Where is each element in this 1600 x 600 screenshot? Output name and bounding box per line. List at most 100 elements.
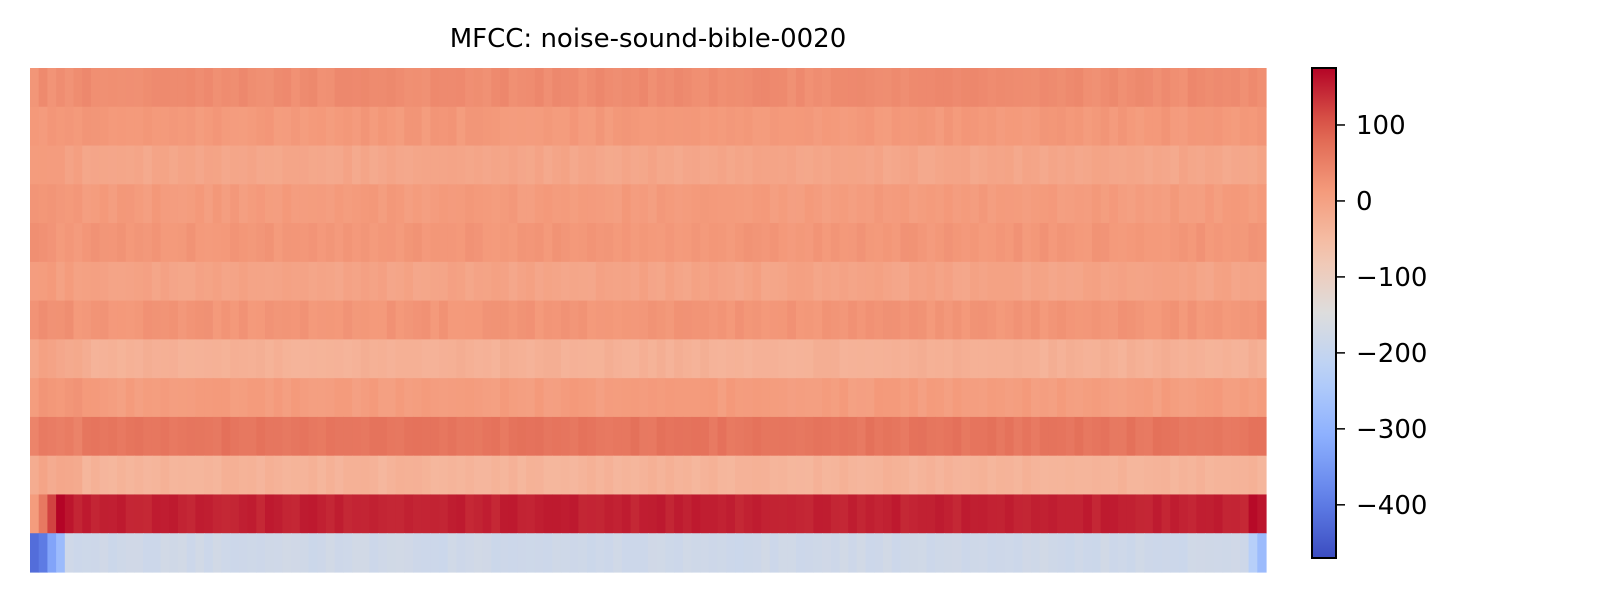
heatmap-cell: [909, 494, 919, 534]
heatmap-cell: [291, 339, 301, 379]
heatmap-cell: [1065, 533, 1076, 573]
heatmap-cell: [73, 416, 83, 457]
heatmap-cell: [830, 300, 841, 340]
heatmap-cell: [848, 68, 858, 108]
heatmap-cell: [813, 455, 823, 496]
heatmap-cell: [569, 184, 579, 224]
heatmap-cell: [500, 339, 510, 379]
heatmap-cell: [856, 378, 867, 418]
heatmap-cell: [952, 106, 962, 147]
heatmap-cell: [795, 223, 806, 263]
heatmap-cell: [943, 145, 954, 185]
heatmap-cell: [195, 455, 205, 496]
heatmap-cell: [30, 223, 40, 263]
heatmap-cell: [1187, 106, 1197, 147]
heatmap-cell: [822, 300, 832, 340]
heatmap-cell: [883, 533, 893, 573]
heatmap-cell: [1152, 416, 1163, 457]
heatmap-cell: [1030, 378, 1041, 418]
heatmap-cell: [552, 184, 562, 224]
heatmap-cell: [299, 339, 310, 379]
heatmap-cell: [369, 223, 379, 263]
heatmap-cell: [177, 68, 188, 108]
heatmap-cell: [595, 300, 606, 340]
heatmap-cell: [1178, 455, 1189, 496]
heatmap-cell: [848, 223, 858, 263]
heatmap-cell: [769, 261, 780, 302]
heatmap-cell: [1030, 339, 1041, 379]
heatmap-cell: [552, 378, 562, 418]
heatmap-cell: [1196, 339, 1206, 379]
heatmap-cell: [195, 339, 205, 379]
heatmap-cell: [90, 261, 101, 302]
heatmap-cell: [482, 416, 492, 457]
heatmap-cell: [1257, 184, 1267, 224]
heatmap-cell: [169, 261, 179, 302]
heatmap-cell: [500, 145, 510, 185]
heatmap-cell: [56, 184, 66, 224]
heatmap-cell: [1083, 223, 1093, 263]
heatmap-cell: [717, 533, 727, 573]
heatmap-cell: [743, 300, 754, 340]
heatmap-cell: [64, 455, 75, 496]
heatmap-cell: [865, 145, 875, 185]
heatmap-cell: [708, 300, 719, 340]
heatmap-cell: [543, 106, 553, 147]
heatmap-cell: [125, 184, 136, 224]
heatmap-cell: [221, 378, 231, 418]
heatmap-cell: [30, 378, 40, 418]
heatmap-cell: [534, 145, 545, 185]
heatmap-cell: [151, 378, 162, 418]
heatmap-cell: [317, 261, 327, 302]
heatmap-cell: [700, 416, 710, 457]
heatmap-cell: [482, 533, 492, 573]
heatmap-cell: [473, 455, 484, 496]
heatmap-cell: [761, 106, 771, 147]
heatmap-cell: [1161, 68, 1171, 108]
heatmap-cell: [595, 261, 606, 302]
heatmap-cell: [804, 261, 814, 302]
heatmap-cell: [1065, 494, 1076, 534]
heatmap-cell: [1170, 533, 1180, 573]
heatmap-cell: [987, 339, 997, 379]
heatmap-cell: [595, 339, 606, 379]
heatmap-cell: [804, 184, 814, 224]
heatmap-cell: [1083, 106, 1093, 147]
colorbar-tick-label: −400: [1356, 491, 1427, 521]
heatmap-cell: [961, 455, 971, 496]
heatmap-cell: [334, 145, 344, 185]
heatmap-cell: [204, 106, 214, 147]
heatmap-cell: [1083, 261, 1093, 302]
heatmap-cell: [813, 68, 823, 108]
heatmap-cell: [56, 300, 66, 340]
heatmap-cell: [578, 106, 588, 147]
heatmap-cell: [169, 339, 179, 379]
heatmap-cell: [648, 339, 658, 379]
heatmap-cell: [230, 68, 240, 108]
heatmap-cell: [221, 184, 231, 224]
heatmap-cell: [465, 261, 475, 302]
heatmap-cell: [1004, 378, 1015, 418]
heatmap-cell: [909, 223, 919, 263]
heatmap-cell: [1091, 494, 1102, 534]
heatmap-cell: [282, 68, 292, 108]
heatmap-cell: [1187, 145, 1197, 185]
heatmap-cell: [708, 106, 719, 147]
heatmap-cell: [717, 184, 727, 224]
heatmap-cell: [621, 68, 632, 108]
heatmap-cell: [447, 184, 458, 224]
heatmap-cell: [1048, 300, 1058, 340]
heatmap-cell: [1083, 378, 1093, 418]
heatmap-cell: [769, 455, 780, 496]
heatmap-cell: [769, 494, 780, 534]
heatmap-cell: [717, 106, 727, 147]
heatmap-cell: [1178, 339, 1189, 379]
heatmap-cell: [439, 455, 449, 496]
heatmap-cell: [1022, 223, 1032, 263]
heatmap-cell: [1057, 494, 1067, 534]
heatmap-cell: [560, 455, 571, 496]
heatmap-cell: [1144, 494, 1154, 534]
heatmap-cell: [177, 184, 188, 224]
heatmap-cell: [848, 106, 858, 147]
heatmap-cell: [1231, 223, 1241, 263]
